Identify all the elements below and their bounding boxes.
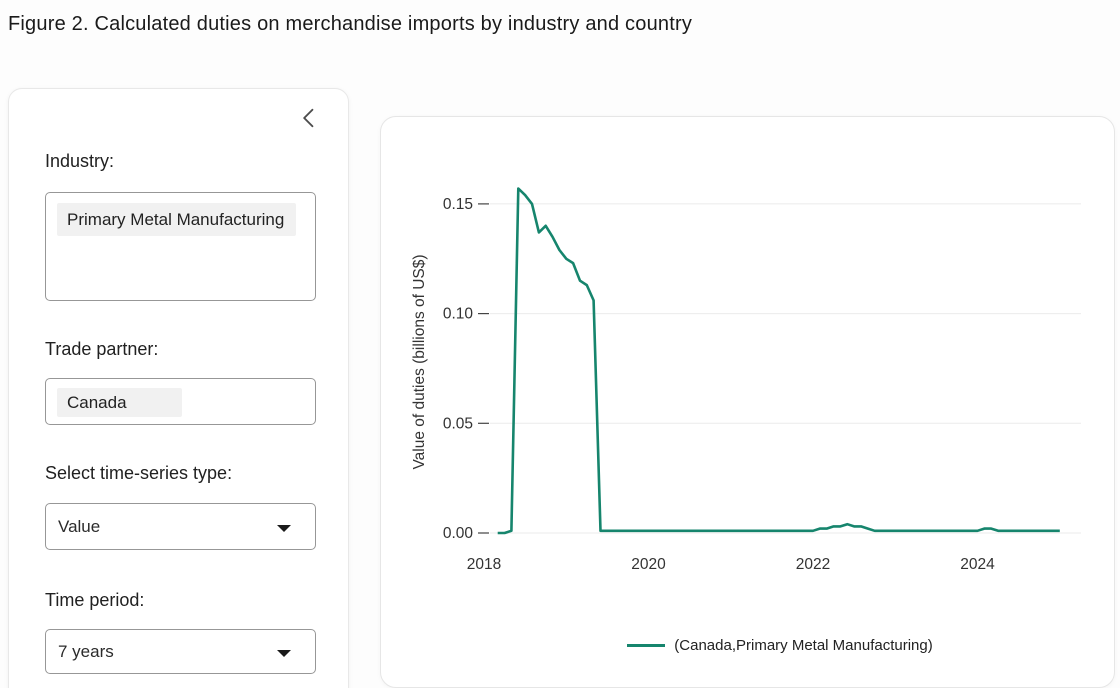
series-type-label: Select time-series type: bbox=[45, 463, 233, 483]
page-title: Figure 2. Calculated duties on merchandi… bbox=[8, 13, 693, 35]
svg-text:0.05: 0.05 bbox=[443, 415, 473, 432]
svg-text:2024: 2024 bbox=[960, 556, 995, 573]
chart-card: Value of duties (billions of US$) 0.00 0.… bbox=[380, 116, 1115, 688]
svg-text:2022: 2022 bbox=[796, 556, 830, 573]
collapse-panel-button[interactable] bbox=[293, 103, 325, 135]
caret-down-icon bbox=[277, 524, 291, 532]
series-type-value: Value bbox=[58, 516, 101, 536]
svg-text:0.10: 0.10 bbox=[443, 306, 474, 323]
legend-label: (Canada,Primary Metal Manufacturing) bbox=[674, 637, 933, 654]
series-type-dropdown[interactable]: Value bbox=[45, 503, 316, 550]
chart-legend[interactable]: (Canada,Primary Metal Manufacturing) bbox=[479, 637, 1081, 654]
svg-text:0.00: 0.00 bbox=[443, 525, 474, 542]
time-period-dropdown[interactable]: 7 years bbox=[45, 629, 316, 674]
chevron-left-icon bbox=[298, 108, 320, 133]
legend-line-swatch bbox=[627, 644, 666, 647]
filters-panel: Industry: Primary Metal Manufacturing Tr… bbox=[8, 88, 349, 688]
caret-down-icon bbox=[277, 649, 291, 657]
duties-line-chart[interactable]: 0.00 0.05 0.10 0.15 2018 2020 2022 2024 bbox=[381, 117, 1116, 688]
industry-select[interactable]: Primary Metal Manufacturing bbox=[45, 192, 316, 301]
svg-text:2020: 2020 bbox=[631, 556, 666, 573]
svg-text:0.15: 0.15 bbox=[443, 196, 473, 213]
trade-partner-selected-chip[interactable]: Canada bbox=[57, 388, 182, 417]
time-period-value: 7 years bbox=[58, 641, 114, 661]
industry-selected-chip[interactable]: Primary Metal Manufacturing bbox=[57, 203, 296, 236]
time-period-label: Time period: bbox=[45, 590, 145, 610]
industry-label: Industry: bbox=[45, 151, 115, 171]
trade-partner-select[interactable]: Canada bbox=[45, 378, 316, 425]
trade-partner-label: Trade partner: bbox=[45, 339, 159, 359]
svg-text:2018: 2018 bbox=[467, 556, 501, 573]
